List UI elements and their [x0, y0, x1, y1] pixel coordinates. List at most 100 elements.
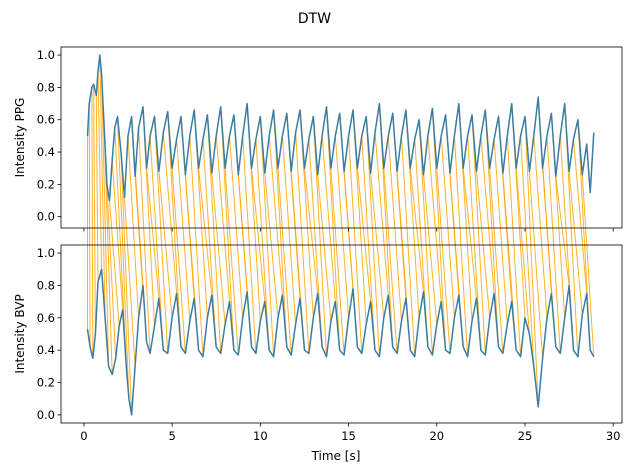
- dtw-alignment-line: [206, 114, 222, 354]
- dtw-alignment-line: [467, 135, 482, 351]
- dtw-alignment-line: [154, 116, 169, 354]
- dtw-alignment-line: [462, 168, 477, 299]
- ppg-signal-line: [86, 54, 595, 202]
- dtw-alignment-line: [264, 173, 279, 318]
- dtw-alignment-line: [93, 84, 96, 335]
- dtw-alignment-line: [480, 135, 495, 294]
- x-tick-label: 5: [168, 429, 175, 443]
- bvp-y-tick-label: 0.6: [37, 311, 55, 325]
- dtw-alignment-lines: [87, 55, 595, 415]
- dtw-alignment-line: [361, 135, 376, 351]
- dtw-alignment-line: [471, 114, 486, 356]
- dtw-alignment-line: [97, 71, 103, 270]
- dtw-alignment-line: [330, 168, 345, 356]
- bvp-panel: 0.0 0.2 0.4 0.6 0.8 1.0 0 5 10 15 20 25 30 Intensit…: [13, 244, 623, 443]
- ppg-y-tick-label: 1.0: [37, 48, 55, 62]
- dtw-alignment-line: [431, 108, 447, 351]
- dtw-alignment-line: [198, 168, 213, 296]
- ppg-signal-group: [86, 54, 595, 202]
- dtw-alignment-line: [528, 171, 544, 359]
- dtw-alignment-line: [506, 135, 522, 357]
- dtw-alignment-line: [423, 174, 438, 325]
- ppg-y-tick-label: 0.0: [37, 210, 55, 224]
- dtw-alignment-line: [374, 132, 389, 296]
- bvp-axes-frame: [60, 244, 623, 424]
- bvp-y-tick-label: 0.8: [37, 278, 55, 292]
- dtw-alignment-line: [162, 132, 178, 294]
- x-axis-label: Time [s]: [311, 449, 361, 463]
- bvp-x-ticks: 0 5 10 15 20 25 30: [80, 423, 620, 443]
- dtw-alignment-line: [109, 200, 120, 326]
- dtw-alignment-line: [215, 135, 230, 302]
- dtw-alignment-line: [229, 135, 244, 318]
- dtw-alignment-line: [440, 135, 455, 318]
- dtw-alignment-line: [321, 135, 336, 302]
- x-tick-label: 0: [80, 429, 87, 443]
- dtw-alignment-line: [146, 168, 160, 299]
- x-tick-label: 15: [341, 429, 356, 443]
- x-tick-label: 10: [253, 429, 268, 443]
- x-tick-label: 25: [518, 429, 533, 443]
- figure-title: DTW: [298, 11, 331, 27]
- dtw-alignment-line: [365, 116, 380, 357]
- dtw-alignment-line: [189, 135, 204, 357]
- dtw-alignment-line: [211, 173, 226, 325]
- dtw-alignment-line: [111, 160, 124, 310]
- dtw-alignment-line: [489, 168, 504, 354]
- ppg-y-axis-label: Intensity PPG: [13, 98, 27, 178]
- dtw-alignment-line: [356, 168, 372, 302]
- dtw-alignment-line: [370, 173, 385, 318]
- bvp-y-tick-label: 0.2: [37, 376, 55, 390]
- dtw-alignment-line: [409, 168, 424, 292]
- dtw-alignment-line: [312, 116, 327, 357]
- dtw-alignment-line: [149, 135, 164, 351]
- dtw-alignment-line: [493, 139, 508, 325]
- dtw-alignment-line: [453, 135, 469, 357]
- dtw-alignment-line: [138, 127, 151, 354]
- dtw-alignment-line: [251, 168, 266, 302]
- dtw-alignment-line: [176, 139, 191, 322]
- dtw-alignment-line: [295, 132, 310, 354]
- dtw-alignment-line: [401, 135, 416, 357]
- dtw-alignment-line: [88, 103, 91, 347]
- ppg-x-ticks: [83, 228, 614, 232]
- ppg-y-ticks: 0.0 0.2 0.4 0.6 0.8 1.0: [37, 48, 61, 224]
- dtw-alignment-line: [273, 109, 288, 347]
- dtw-alignment-line: [158, 171, 173, 318]
- bvp-y-tick-label: 0.4: [37, 343, 55, 357]
- ppg-y-tick-label: 0.6: [37, 113, 55, 127]
- dtw-alignment-line: [124, 197, 136, 367]
- dtw-alignment-line: [95, 95, 99, 283]
- dtw-alignment-line: [101, 74, 110, 367]
- dtw-alignment-line: [436, 168, 451, 354]
- dtw-alignment-line: [277, 168, 292, 356]
- dtw-alignment-line: [581, 174, 595, 357]
- x-tick-label: 30: [606, 429, 621, 443]
- bvp-y-axis-label: Intensity BVP: [13, 294, 27, 373]
- dtw-alignment-line: [520, 135, 535, 367]
- ppg-axes-frame: [60, 46, 623, 229]
- dtw-alignment-line: [171, 168, 186, 354]
- dtw-alignment-line: [484, 109, 499, 347]
- dtw-alignment-line: [418, 119, 433, 356]
- ppg-y-tick-label: 0.2: [37, 177, 55, 191]
- ppg-panel: 0.0 0.2 0.4 0.6 0.8 1.0 Intensity PPG: [13, 46, 623, 232]
- ppg-y-tick-label: 0.4: [37, 145, 55, 159]
- dtw-alignment-line: [281, 135, 297, 325]
- dtw-alignment-line: [99, 55, 106, 318]
- dtw-alignment-line: [259, 116, 275, 357]
- bvp-y-tick-label: 0.0: [37, 408, 55, 422]
- dtw-alignment-line: [317, 174, 332, 322]
- dtw-alignment-line: [383, 168, 398, 354]
- dtw-alignment-line: [268, 135, 283, 296]
- dtw-alignment-line: [427, 135, 442, 302]
- dtw-alignment-line: [304, 168, 319, 294]
- x-tick-label: 20: [429, 429, 444, 443]
- dtw-alignment-line: [568, 171, 583, 315]
- dtw-alignment-line: [120, 151, 133, 415]
- dtw-alignment-line: [524, 116, 539, 407]
- dtw-alignment-line: [573, 139, 588, 294]
- bvp-signal-group: [86, 268, 595, 416]
- dtw-alignment-line: [117, 116, 130, 399]
- dtw-alignment-line: [387, 135, 402, 322]
